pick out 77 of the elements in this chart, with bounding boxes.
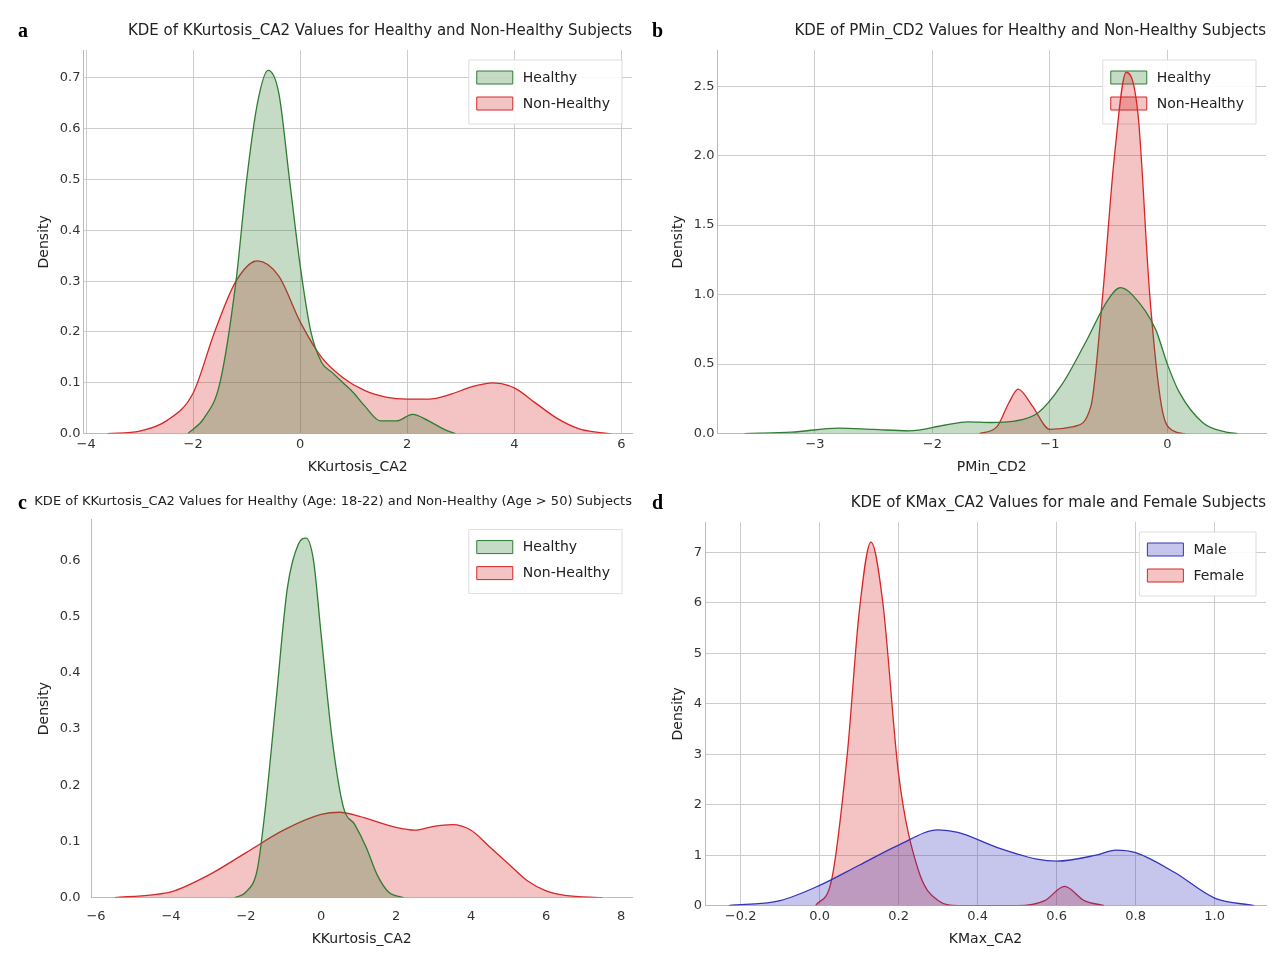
legend-label: Non-Healthy <box>1156 94 1245 111</box>
x-tick-label: 6 <box>541 907 551 923</box>
legend-label: Healthy <box>1156 68 1212 85</box>
x-axis-title: KMax_CA2 <box>948 930 1023 947</box>
x-tick-label: −2 <box>183 435 203 451</box>
y-axis-title: Density <box>669 215 686 269</box>
text: b <box>652 19 664 42</box>
y-axis-title: Density <box>35 215 52 269</box>
y-tick-label: 0.5 <box>59 608 81 624</box>
y-tick-label: 0.2 <box>59 323 81 339</box>
x-tick-label: 1.0 <box>1204 907 1225 923</box>
y-axis-title: Density <box>669 687 686 741</box>
y-tick-label: 0.2 <box>59 776 81 792</box>
y-tick-label: 0.6 <box>59 120 81 136</box>
legend-label: Non-Healthy <box>522 94 611 111</box>
text: d <box>652 491 664 514</box>
y-tick-label: 0.5 <box>693 355 715 371</box>
y-tick-label: 1.0 <box>693 285 715 301</box>
x-tick-label: 2 <box>403 435 412 451</box>
chart-title: KDE of KMax_CA2 Values for male and Female Subjects <box>850 492 1267 512</box>
x-tick-label: 6 <box>617 435 626 451</box>
x-tick-label: 0 <box>1163 435 1172 451</box>
x-tick-label: 2 <box>391 907 401 923</box>
x-tick-label: 0.4 <box>967 907 988 923</box>
x-tick-label: 0 <box>296 435 305 451</box>
y-tick-label: 6 <box>693 594 703 610</box>
x-axis-title: KKurtosis_CA2 <box>311 930 412 947</box>
y-tick-label: 0.5 <box>59 170 81 186</box>
x-tick-label: −1 <box>1040 435 1060 451</box>
y-axis-title: Density <box>35 681 52 736</box>
x-tick-label: 0.0 <box>809 907 830 923</box>
x-tick-label: 8 <box>616 907 626 923</box>
y-tick-label: 2.5 <box>693 77 715 93</box>
y-tick-label: 0.0 <box>59 888 81 904</box>
y-tick-label: 1 <box>693 846 703 862</box>
y-tick-label: 0.3 <box>59 272 81 288</box>
x-tick-label: −0.2 <box>724 907 757 923</box>
chart-title: KDE of PMin_CD2 Values for Healthy and Non-Healthy Subjects <box>794 20 1267 40</box>
legend-label: Non-Healthy <box>522 564 611 581</box>
y-tick-label: 0.4 <box>59 664 81 680</box>
y-tick-label: 0.3 <box>59 720 81 736</box>
y-tick-label: 0.0 <box>693 424 715 440</box>
x-tick-label: −6 <box>86 907 106 923</box>
y-tick-label: 1.5 <box>693 216 715 232</box>
x-tick-label: −2 <box>236 907 256 923</box>
y-tick-label: 3 <box>693 745 703 761</box>
x-axis-title: KKurtosis_CA2 <box>307 458 408 475</box>
x-tick-label: −2 <box>922 435 943 451</box>
x-tick-label: 0 <box>316 907 326 923</box>
chart-title: KDE of KKurtosis_CA2 Values for Healthy and Non-Healthy Subjects <box>127 20 633 40</box>
x-tick-label: 0.6 <box>1046 907 1067 923</box>
text: c <box>18 491 27 514</box>
y-tick-label: 0 <box>693 896 703 912</box>
x-tick-label: 0.8 <box>1125 907 1146 923</box>
y-tick-label: 0.7 <box>59 69 81 85</box>
chart-title: KDE of KKurtosis_CA2 Values for Healthy (Age: 18-22) and Non-Healthy (Age > 50) Subjects <box>34 493 633 509</box>
y-tick-label: 0.1 <box>59 832 81 848</box>
x-tick-label: 4 <box>510 435 519 451</box>
x-tick-label: 4 <box>466 907 476 923</box>
legend-label: Healthy <box>522 538 578 555</box>
y-tick-label: 0.6 <box>59 551 81 567</box>
legend-label: Healthy <box>522 68 578 85</box>
x-tick-label: 0.2 <box>888 907 909 923</box>
x-axis-title: PMin_CD2 <box>956 458 1027 475</box>
legend-label: Male <box>1193 540 1227 557</box>
y-tick-label: 5 <box>693 644 703 660</box>
y-tick-label: 4 <box>693 695 703 711</box>
legend-label: Female <box>1193 566 1244 583</box>
y-tick-label: 7 <box>693 543 703 559</box>
y-tick-label: 0.4 <box>59 221 81 237</box>
y-tick-label: 0.1 <box>59 374 81 390</box>
y-tick-label: 2 <box>693 796 703 812</box>
x-tick-label: −3 <box>805 435 825 451</box>
x-tick-label: −4 <box>161 907 181 923</box>
y-tick-label: 2.0 <box>693 147 715 162</box>
y-tick-label: 0.0 <box>59 424 81 440</box>
text: a <box>18 19 28 42</box>
